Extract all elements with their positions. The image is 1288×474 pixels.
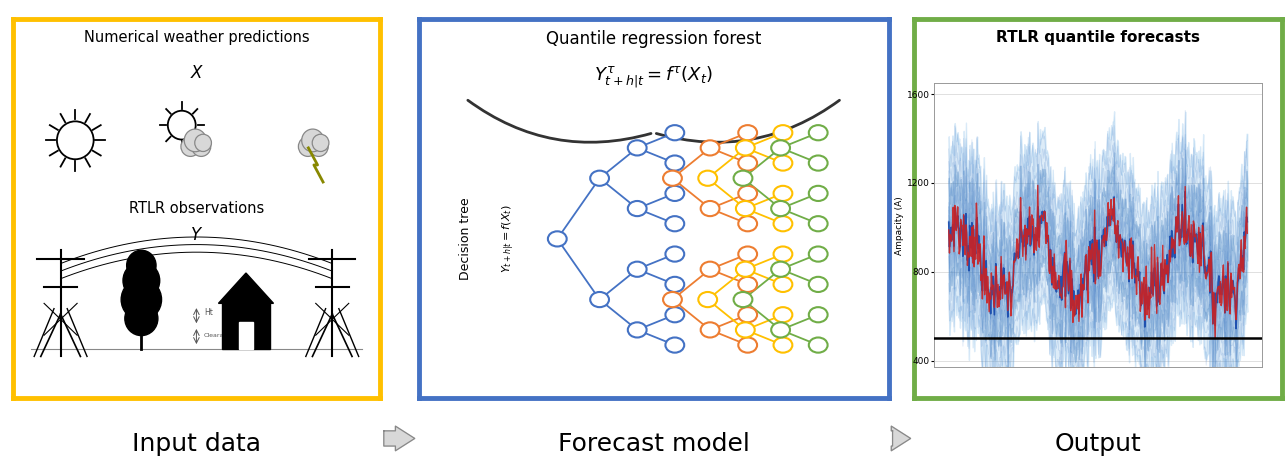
Circle shape — [809, 216, 828, 231]
Polygon shape — [219, 273, 273, 303]
Circle shape — [701, 322, 720, 337]
Circle shape — [809, 307, 828, 322]
Circle shape — [735, 262, 755, 277]
Circle shape — [194, 134, 211, 152]
Circle shape — [738, 125, 757, 140]
Circle shape — [774, 216, 792, 231]
Circle shape — [312, 134, 328, 152]
Circle shape — [180, 137, 200, 156]
Circle shape — [772, 262, 790, 277]
Circle shape — [299, 137, 317, 156]
Circle shape — [57, 121, 94, 159]
Circle shape — [774, 155, 792, 171]
Circle shape — [774, 125, 792, 140]
Circle shape — [192, 137, 211, 156]
Text: Numerical weather predictions: Numerical weather predictions — [84, 30, 309, 46]
Circle shape — [666, 246, 684, 262]
Circle shape — [738, 307, 757, 322]
Circle shape — [666, 125, 684, 140]
Circle shape — [734, 171, 752, 186]
Circle shape — [590, 292, 609, 307]
Circle shape — [125, 301, 158, 336]
Circle shape — [735, 201, 755, 216]
Circle shape — [627, 201, 647, 216]
Circle shape — [666, 277, 684, 292]
Circle shape — [627, 322, 647, 337]
Circle shape — [701, 262, 720, 277]
Circle shape — [666, 186, 684, 201]
Circle shape — [666, 155, 684, 171]
Text: $Y_{t+h|t}^{\tau} = f^{\tau}(X_t)$: $Y_{t+h|t}^{\tau} = f^{\tau}(X_t)$ — [594, 64, 714, 90]
Circle shape — [627, 140, 647, 155]
Circle shape — [735, 322, 755, 337]
Polygon shape — [222, 303, 269, 349]
Circle shape — [809, 277, 828, 292]
Circle shape — [774, 337, 792, 353]
Circle shape — [809, 155, 828, 171]
Text: Y: Y — [192, 226, 201, 244]
Text: $Y_{t+h|t} = f(X_t)$: $Y_{t+h|t} = f(X_t)$ — [500, 205, 515, 273]
Text: Clearance: Clearance — [204, 334, 236, 338]
Circle shape — [738, 337, 757, 353]
Circle shape — [772, 201, 790, 216]
Circle shape — [738, 277, 757, 292]
Circle shape — [167, 111, 196, 139]
Circle shape — [663, 171, 681, 186]
Circle shape — [309, 137, 328, 156]
Text: Decision tree: Decision tree — [459, 198, 473, 280]
Circle shape — [547, 231, 567, 246]
Circle shape — [738, 186, 757, 201]
Text: Forecast model: Forecast model — [558, 432, 750, 456]
Text: Ht: Ht — [204, 308, 213, 317]
Text: Input data: Input data — [131, 432, 261, 456]
Circle shape — [698, 171, 717, 186]
Circle shape — [701, 140, 720, 155]
Text: RTLR quantile forecasts: RTLR quantile forecasts — [996, 30, 1200, 46]
Circle shape — [663, 292, 681, 307]
Polygon shape — [384, 426, 415, 451]
Circle shape — [301, 129, 323, 152]
Y-axis label: Ampacity (A): Ampacity (A) — [895, 196, 904, 255]
Circle shape — [772, 322, 790, 337]
Text: RTLR observations: RTLR observations — [129, 201, 264, 216]
Circle shape — [738, 155, 757, 171]
Circle shape — [590, 171, 609, 186]
Circle shape — [774, 186, 792, 201]
Circle shape — [809, 337, 828, 353]
Circle shape — [774, 277, 792, 292]
Circle shape — [627, 262, 647, 277]
Circle shape — [809, 125, 828, 140]
Polygon shape — [238, 322, 254, 349]
Circle shape — [701, 201, 720, 216]
Circle shape — [809, 186, 828, 201]
Circle shape — [121, 279, 161, 320]
Circle shape — [738, 216, 757, 231]
Circle shape — [698, 292, 717, 307]
Circle shape — [122, 262, 160, 300]
Polygon shape — [891, 426, 911, 451]
Circle shape — [734, 292, 752, 307]
Text: X: X — [191, 64, 202, 82]
Circle shape — [666, 216, 684, 231]
Circle shape — [666, 307, 684, 322]
Circle shape — [809, 246, 828, 262]
Circle shape — [774, 307, 792, 322]
Circle shape — [184, 129, 206, 152]
Circle shape — [126, 250, 156, 281]
Text: Quantile regression forest: Quantile regression forest — [546, 30, 761, 48]
Circle shape — [738, 246, 757, 262]
Circle shape — [774, 246, 792, 262]
Circle shape — [735, 140, 755, 155]
Circle shape — [666, 337, 684, 353]
Text: Output: Output — [1055, 432, 1141, 456]
Circle shape — [772, 140, 790, 155]
